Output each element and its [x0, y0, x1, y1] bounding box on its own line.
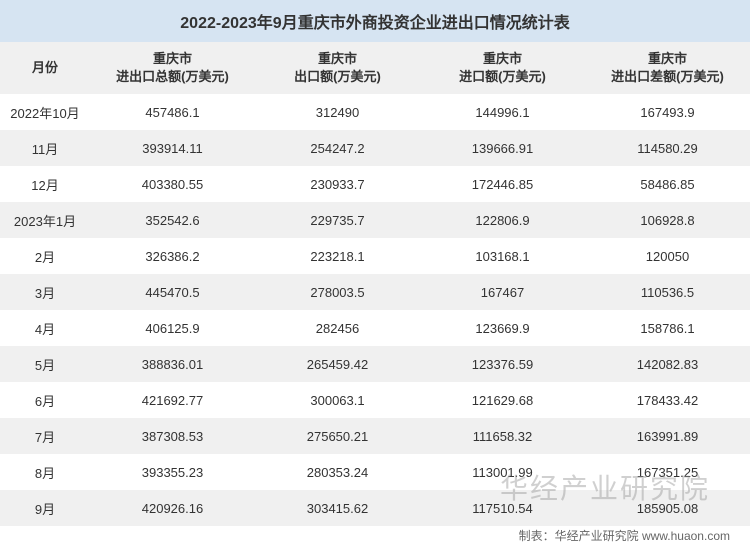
- table-cell: 113001.99: [420, 454, 585, 490]
- data-table: 月份 重庆市进出口总额(万美元) 重庆市出口额(万美元) 重庆市进口额(万美元)…: [0, 42, 750, 526]
- col-header-total: 重庆市进出口总额(万美元): [90, 42, 255, 94]
- table-cell: 117510.54: [420, 490, 585, 526]
- table-cell: 178433.42: [585, 382, 750, 418]
- table-cell: 4月: [0, 310, 90, 346]
- col-header-export: 重庆市出口额(万美元): [255, 42, 420, 94]
- table-row: 2023年1月352542.6229735.7122806.9106928.8: [0, 202, 750, 238]
- table-cell: 167467: [420, 274, 585, 310]
- table-cell: 7月: [0, 418, 90, 454]
- table-cell: 103168.1: [420, 238, 585, 274]
- table-cell: 2月: [0, 238, 90, 274]
- table-row: 6月421692.77300063.1121629.68178433.42: [0, 382, 750, 418]
- table-cell: 352542.6: [90, 202, 255, 238]
- table-row: 12月403380.55230933.7172446.8558486.85: [0, 166, 750, 202]
- table-cell: 230933.7: [255, 166, 420, 202]
- table-cell: 123376.59: [420, 346, 585, 382]
- table-cell: 110536.5: [585, 274, 750, 310]
- table-cell: 421692.77: [90, 382, 255, 418]
- table-cell: 278003.5: [255, 274, 420, 310]
- table-cell: 388836.01: [90, 346, 255, 382]
- table-cell: 12月: [0, 166, 90, 202]
- table-cell: 172446.85: [420, 166, 585, 202]
- table-cell: 167351.25: [585, 454, 750, 490]
- table-cell: 9月: [0, 490, 90, 526]
- table-cell: 420926.16: [90, 490, 255, 526]
- table-cell: 393914.11: [90, 130, 255, 166]
- table-cell: 123669.9: [420, 310, 585, 346]
- table-row: 5月388836.01265459.42123376.59142082.83: [0, 346, 750, 382]
- table-cell: 185905.08: [585, 490, 750, 526]
- table-cell: 121629.68: [420, 382, 585, 418]
- table-cell: 144996.1: [420, 94, 585, 130]
- col-header-month: 月份: [0, 42, 90, 94]
- table-cell: 142082.83: [585, 346, 750, 382]
- col-header-diff: 重庆市进出口差额(万美元): [585, 42, 750, 94]
- table-cell: 163991.89: [585, 418, 750, 454]
- table-row: 2月326386.2223218.1103168.1120050: [0, 238, 750, 274]
- table-row: 8月393355.23280353.24113001.99167351.25: [0, 454, 750, 490]
- footer-credit: 制表：华经产业研究院 www.huaon.com: [519, 527, 730, 544]
- table-cell: 265459.42: [255, 346, 420, 382]
- table-container: 2022-2023年9月重庆市外商投资企业进出口情况统计表 月份 重庆市进出口总…: [0, 0, 750, 552]
- table-cell: 229735.7: [255, 202, 420, 238]
- table-cell: 303415.62: [255, 490, 420, 526]
- table-cell: 5月: [0, 346, 90, 382]
- table-cell: 106928.8: [585, 202, 750, 238]
- col-header-import: 重庆市进口额(万美元): [420, 42, 585, 94]
- table-cell: 120050: [585, 238, 750, 274]
- table-cell: 282456: [255, 310, 420, 346]
- table-cell: 139666.91: [420, 130, 585, 166]
- table-cell: 280353.24: [255, 454, 420, 490]
- table-cell: 457486.1: [90, 94, 255, 130]
- table-cell: 403380.55: [90, 166, 255, 202]
- table-cell: 167493.9: [585, 94, 750, 130]
- header-row: 月份 重庆市进出口总额(万美元) 重庆市出口额(万美元) 重庆市进口额(万美元)…: [0, 42, 750, 94]
- table-cell: 445470.5: [90, 274, 255, 310]
- table-cell: 111658.32: [420, 418, 585, 454]
- table-cell: 393355.23: [90, 454, 255, 490]
- table-cell: 275650.21: [255, 418, 420, 454]
- table-cell: 3月: [0, 274, 90, 310]
- table-cell: 254247.2: [255, 130, 420, 166]
- table-cell: 11月: [0, 130, 90, 166]
- table-row: 2022年10月457486.1312490144996.1167493.9: [0, 94, 750, 130]
- table-row: 11月393914.11254247.2139666.91114580.29: [0, 130, 750, 166]
- table-row: 7月387308.53275650.21111658.32163991.89: [0, 418, 750, 454]
- table-cell: 114580.29: [585, 130, 750, 166]
- table-cell: 8月: [0, 454, 90, 490]
- table-cell: 300063.1: [255, 382, 420, 418]
- table-cell: 2023年1月: [0, 202, 90, 238]
- table-row: 9月420926.16303415.62117510.54185905.08: [0, 490, 750, 526]
- table-cell: 326386.2: [90, 238, 255, 274]
- table-cell: 2022年10月: [0, 94, 90, 130]
- table-cell: 58486.85: [585, 166, 750, 202]
- table-row: 3月445470.5278003.5167467110536.5: [0, 274, 750, 310]
- table-cell: 158786.1: [585, 310, 750, 346]
- table-cell: 387308.53: [90, 418, 255, 454]
- table-title: 2022-2023年9月重庆市外商投资企业进出口情况统计表: [0, 0, 750, 42]
- table-cell: 122806.9: [420, 202, 585, 238]
- table-cell: 406125.9: [90, 310, 255, 346]
- table-cell: 6月: [0, 382, 90, 418]
- table-body: 2022年10月457486.1312490144996.1167493.911…: [0, 94, 750, 526]
- table-cell: 312490: [255, 94, 420, 130]
- table-row: 4月406125.9282456123669.9158786.1: [0, 310, 750, 346]
- table-cell: 223218.1: [255, 238, 420, 274]
